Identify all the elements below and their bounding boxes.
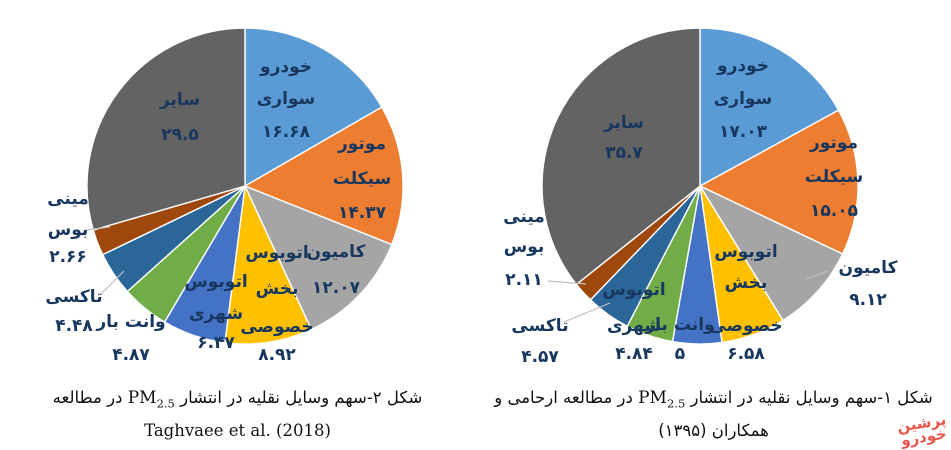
pie-slice-passenger-car (699, 27, 840, 187)
pie-slice-other (86, 27, 246, 231)
pm25-label: PM2.5 (127, 388, 175, 411)
slice-label-city-bus: اتوبوس (602, 280, 665, 300)
slice-label-minibus: مینی (47, 189, 89, 209)
slice-label-pickup: وانت بار (644, 315, 714, 335)
caption-line-1: شکل ۲-سهم وسایل نقلیه در انتشار PM2.5 در… (0, 384, 475, 417)
caption-figure-1: شکل ۱-سهم وسایل نقلیه در انتشار PM2.5 در… (476, 384, 951, 445)
pie-chart-figure-2: خودرو سواری ۱۶.۶۸ موتور سیکلت ۱۴.۳۷ کامیون ۱۲.۰… (45, 27, 404, 365)
pie-slice-truck (699, 185, 844, 322)
caption-source: همکاران (۱۳۹۵) (658, 421, 769, 441)
slice-label-private-bus: ۶.۵۸ (727, 344, 765, 364)
slice-label-pickup: ۴.۸۷ (112, 345, 150, 365)
slice-label-truck: ۹.۱۲ (849, 290, 887, 310)
slice-label-minibus: ۲.۶۶ (49, 247, 87, 267)
slice-label-private-bus: اتوبوس (245, 243, 308, 263)
leader-line-taxi (563, 302, 611, 323)
slice-label-pickup: وانت بار (95, 312, 165, 332)
slice-label-motorcycle: ۱۵.۰۵ (810, 201, 858, 221)
slice-label-minibus: ۲.۱۱ (505, 270, 543, 290)
slice-label-truck: کامیون (839, 258, 898, 278)
slice-label-passenger-car: خودرو (259, 57, 312, 77)
slice-label-passenger-car: خودرو (716, 56, 769, 76)
leader-line-minibus (547, 280, 587, 285)
slice-label-city-bus: اتوبوس (184, 272, 247, 292)
slice-label-truck: کامیون (307, 242, 366, 262)
slice-label-other: سایر (159, 90, 200, 110)
pie-slice-other (541, 27, 701, 286)
slice-label-other: سایر (603, 113, 644, 133)
slice-label-passenger-car: سواری (257, 89, 316, 109)
slice-label-motorcycle: سیکلت (805, 167, 863, 187)
slice-label-passenger-car: ۱۶.۶۸ (262, 122, 311, 142)
pie-slice-truck (244, 185, 393, 331)
watermark-persian-khodro-logo: پرشین خودرو (895, 410, 949, 449)
slice-label-minibus: بوس (504, 237, 545, 257)
slice-label-taxi: تاکسی (45, 287, 102, 307)
caption-head: شکل ۲-سهم وسایل نقلیه در انتشار (180, 388, 423, 407)
slice-label-truck: ۱۲.۰۷ (312, 278, 361, 298)
slice-label-taxi: ۴.۵۷ (521, 347, 559, 367)
slice-label-passenger-car: ۱۷.۰۳ (719, 122, 768, 142)
leader-line-truck (804, 270, 829, 280)
slice-label-city-bus: شهری (189, 304, 243, 324)
slice-label-taxi: تاکسی (511, 316, 568, 336)
slice-label-private-bus: ۸.۹۲ (258, 345, 296, 365)
slice-label-other: ۲۹.۵ (161, 125, 199, 145)
caption-tail: در مطالعه (52, 388, 123, 407)
panel-figure-1: خودرو سواری ۱۷.۰۳ موتور سیکلت ۱۵.۰۵ کامیون ۹.۱۲… (476, 0, 951, 450)
caption-head: شکل ۱-سهم وسایل نقلیه در انتشار (690, 388, 933, 407)
slice-label-minibus: مینی (503, 207, 545, 227)
caption-tail: در مطالعه ارحامی و (494, 388, 633, 407)
slice-label-other: ۳۵.۷ (605, 143, 643, 163)
pie-slice-motorcycle (699, 109, 859, 255)
slice-label-city-bus: ۶.۴۷ (197, 333, 235, 353)
slice-label-pickup: ۵ (675, 344, 685, 364)
slice-label-city-bus: ۴.۸۴ (615, 344, 653, 364)
slice-label-motorcycle: موتور (337, 134, 386, 154)
slice-label-minibus: بوس (48, 220, 89, 240)
caption-source: Taghvaee et al. (2018) (144, 421, 331, 441)
slice-label-city-bus: شهری (607, 316, 661, 336)
pie-slice-passenger-car (244, 27, 383, 187)
slice-label-motorcycle: ۱۴.۳۷ (338, 203, 387, 223)
slice-label-taxi: ۴.۴۸ (55, 316, 93, 336)
slice-label-private-bus: بخش (256, 279, 299, 299)
slice-label-motorcycle: سیکلت (333, 169, 391, 189)
pie-chart-figure-1: خودرو سواری ۱۷.۰۳ موتور سیکلت ۱۵.۰۵ کامیون ۹.۱۲… (503, 27, 898, 367)
caption-line-1: شکل ۱-سهم وسایل نقلیه در انتشار PM2.5 در… (476, 384, 951, 417)
pie-slice-motorcycle (244, 106, 404, 246)
slice-label-private-bus: بخش (725, 273, 768, 293)
slice-label-private-bus: خصوصی (240, 317, 313, 337)
leader-line-minibus (85, 226, 111, 231)
caption-figure-2: شکل ۲-سهم وسایل نقلیه در انتشار PM2.5 در… (0, 384, 475, 445)
pm25-label: PM2.5 (638, 388, 686, 411)
pie-slice-private-bus (224, 185, 312, 345)
slice-label-private-bus: خصوصی (709, 316, 782, 336)
leader-line-taxi (99, 270, 125, 296)
panel-figure-2: خودرو سواری ۱۶.۶۸ موتور سیکلت ۱۴.۳۷ کامیون ۱۲.۰… (0, 0, 475, 450)
slice-label-private-bus: اتوبوس (714, 242, 777, 262)
slice-label-passenger-car: سواری (714, 89, 773, 109)
slice-label-motorcycle: موتور (809, 133, 858, 153)
